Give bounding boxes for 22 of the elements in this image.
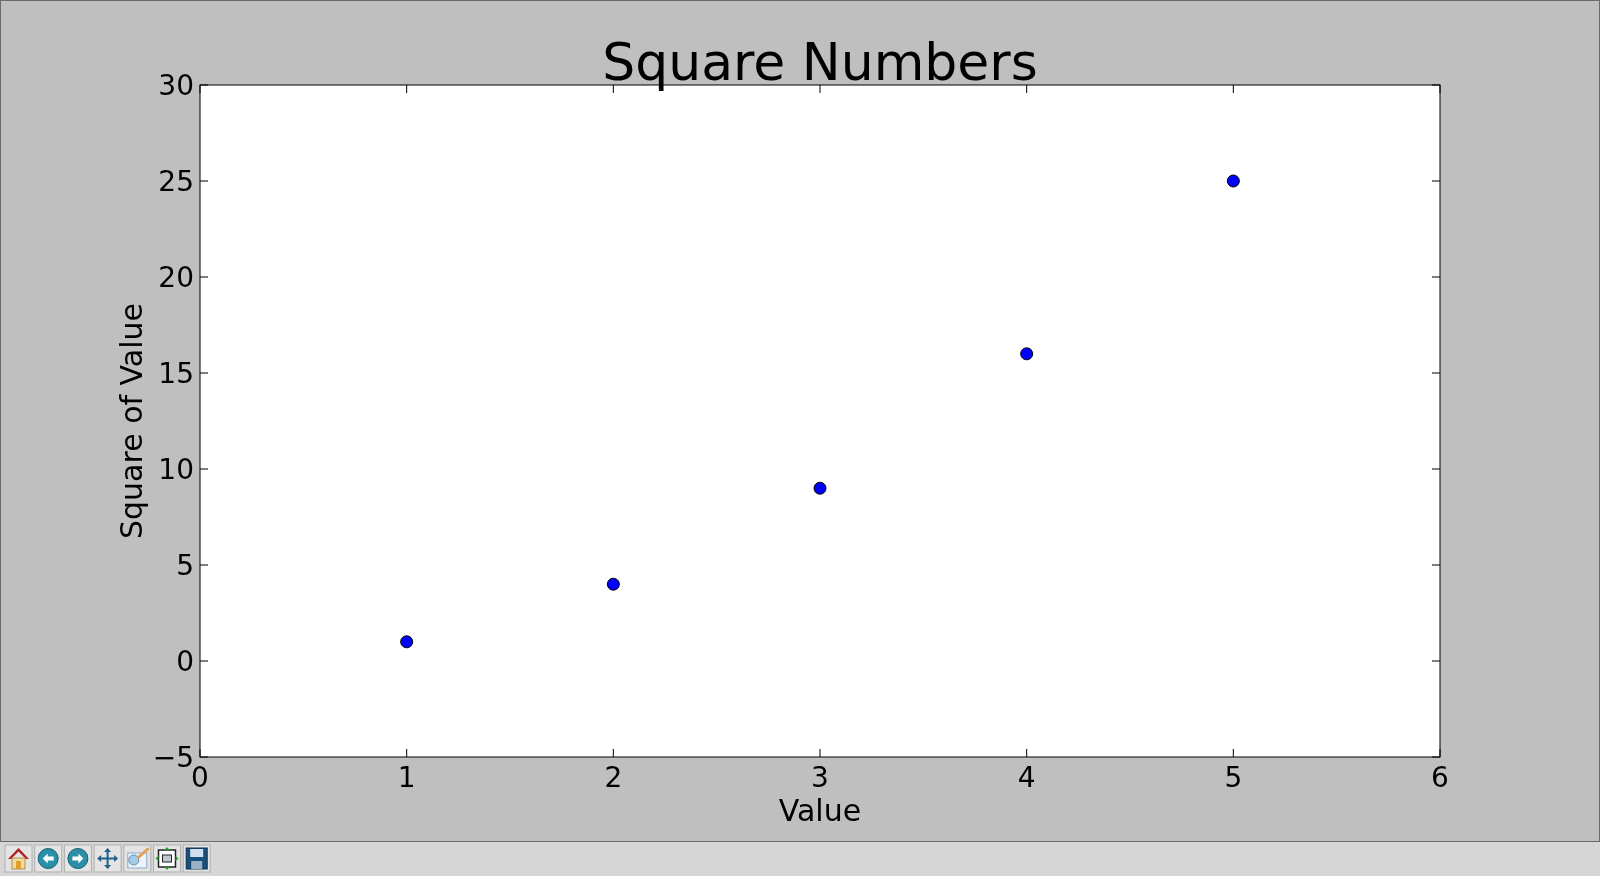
y-tick-label: 5 [176, 549, 194, 583]
y-tick-label: 20 [158, 261, 194, 295]
y-tick-label: 10 [158, 453, 194, 487]
point [1020, 347, 1034, 361]
point [1226, 174, 1240, 188]
x-tick-label: 1 [397, 761, 416, 794]
x-axis-title: Value [778, 793, 862, 828]
point [400, 635, 414, 649]
chart-title: Square Numbers [602, 32, 1038, 92]
point [813, 481, 827, 495]
x-tick-label: 3 [811, 761, 829, 794]
y-tick-label: 0 [176, 645, 194, 679]
x-tick-label: 6 [1431, 761, 1449, 794]
y-tick-label: 15 [158, 357, 194, 391]
y-tick-label: 25 [158, 165, 194, 199]
y-axis-title: Square of Value [114, 303, 149, 539]
y-tick-label: 30 [158, 69, 194, 103]
x-tick-label: 2 [604, 761, 623, 794]
x-tick-label: 5 [1224, 761, 1243, 794]
x-tick-label: 4 [1017, 761, 1036, 794]
y-tick-label: −5 [152, 741, 194, 775]
point [606, 577, 620, 591]
